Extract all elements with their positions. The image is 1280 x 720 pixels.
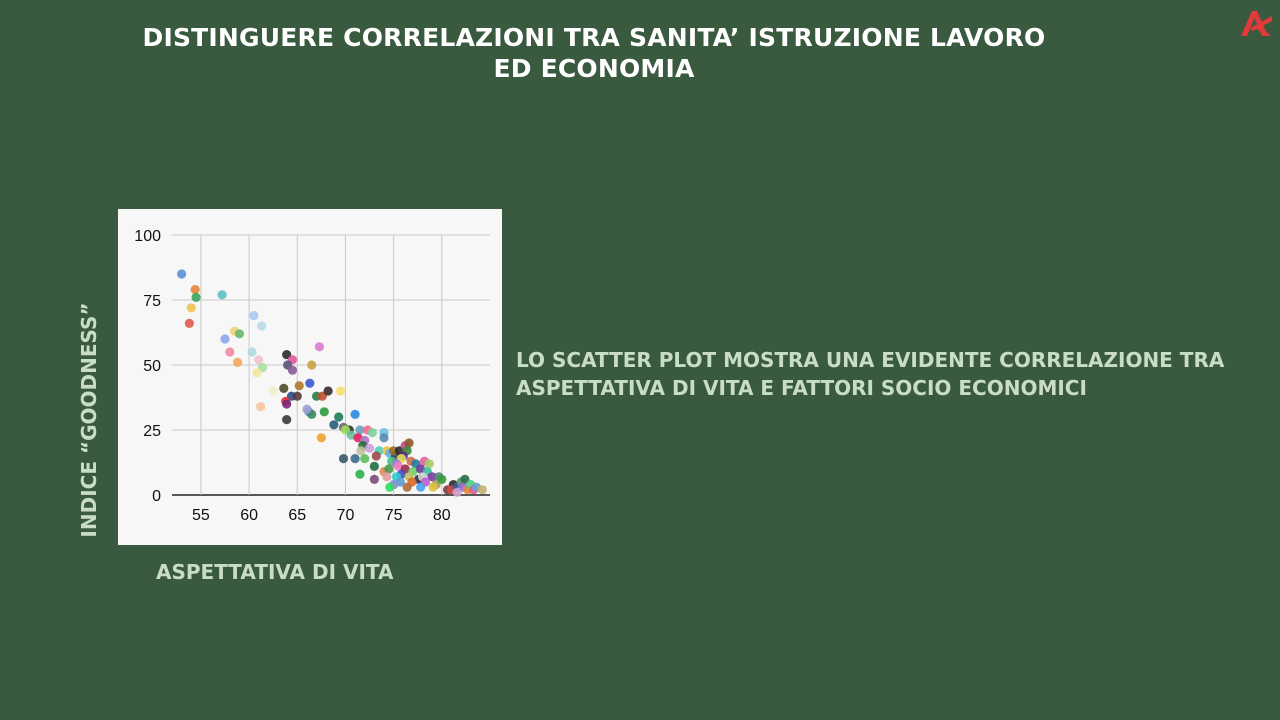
x-tick-label: 55 — [192, 507, 210, 524]
data-point — [184, 318, 194, 328]
data-point — [252, 368, 262, 378]
data-point — [249, 311, 259, 321]
data-point — [186, 303, 196, 313]
data-point — [294, 381, 304, 391]
data-point — [356, 446, 366, 456]
data-point — [338, 454, 349, 464]
data-point — [279, 383, 289, 393]
data-point — [191, 292, 201, 302]
x-tick-label: 70 — [337, 507, 355, 524]
data-point — [360, 454, 370, 464]
data-point — [190, 285, 200, 295]
data-point — [364, 443, 375, 453]
data-point — [292, 391, 302, 401]
data-point — [225, 347, 235, 357]
y-tick-label: 75 — [143, 293, 161, 310]
slide-caption: LO SCATTER PLOT MOSTRA UNA EVIDENTE CORR… — [516, 348, 1225, 400]
y-axis-label: INDICE “GOODNESS” — [77, 302, 101, 538]
data-point — [247, 347, 257, 357]
data-point — [220, 334, 230, 344]
data-point — [254, 355, 264, 365]
data-point — [282, 415, 292, 425]
y-tick-label: 50 — [143, 358, 161, 375]
data-point — [256, 402, 266, 412]
data-point — [355, 425, 365, 435]
data-point — [428, 482, 438, 492]
data-point — [427, 472, 437, 482]
data-point — [355, 469, 365, 479]
x-axis-label: ASPETTATIVA DI VITA — [156, 560, 394, 584]
slide-title: DISTINGUERE CORRELAZIONI TRA SANITA’ IST… — [142, 23, 1046, 83]
data-point — [424, 459, 434, 469]
data-point — [287, 365, 298, 375]
y-tick-label: 25 — [143, 423, 161, 440]
data-point — [268, 386, 278, 396]
y-tick-label: 100 — [134, 228, 161, 245]
data-point — [316, 433, 326, 443]
data-point — [319, 407, 329, 417]
data-point — [416, 482, 426, 492]
data-point — [307, 360, 317, 370]
x-tick-label: 60 — [240, 507, 258, 524]
data-point — [177, 269, 187, 279]
data-point — [336, 386, 346, 396]
data-point — [350, 409, 360, 419]
data-point — [367, 428, 378, 438]
data-point — [452, 487, 462, 497]
y-tick-label: 0 — [152, 488, 161, 505]
data-point — [402, 482, 412, 492]
data-point — [234, 329, 245, 339]
data-point — [232, 357, 243, 367]
x-tick-label: 75 — [385, 507, 403, 524]
data-point — [371, 451, 381, 461]
data-point — [369, 461, 379, 471]
data-point — [323, 386, 333, 396]
data-point — [369, 474, 379, 484]
data-point — [404, 438, 414, 448]
data-point — [437, 474, 447, 484]
ak-logo-icon — [1241, 11, 1272, 36]
scatter-plot-card: 0 25 50 75 100 55 60 65 70 75 80 — [118, 209, 502, 545]
data-point — [379, 433, 389, 443]
data-point — [302, 404, 312, 414]
data-point — [314, 342, 325, 352]
data-point — [385, 482, 395, 492]
data-point — [350, 454, 360, 464]
scatter-plot: 0 25 50 75 100 55 60 65 70 75 80 — [134, 228, 490, 524]
data-point — [217, 290, 227, 300]
data-point — [382, 472, 392, 482]
data-point — [305, 378, 315, 388]
data-point — [334, 412, 344, 422]
data-point — [329, 420, 339, 430]
data-point — [384, 464, 394, 474]
x-tick-label: 65 — [288, 507, 306, 524]
data-point — [282, 399, 292, 409]
x-tick-label: 80 — [433, 507, 451, 524]
data-point — [257, 321, 267, 331]
data-point — [477, 485, 487, 495]
